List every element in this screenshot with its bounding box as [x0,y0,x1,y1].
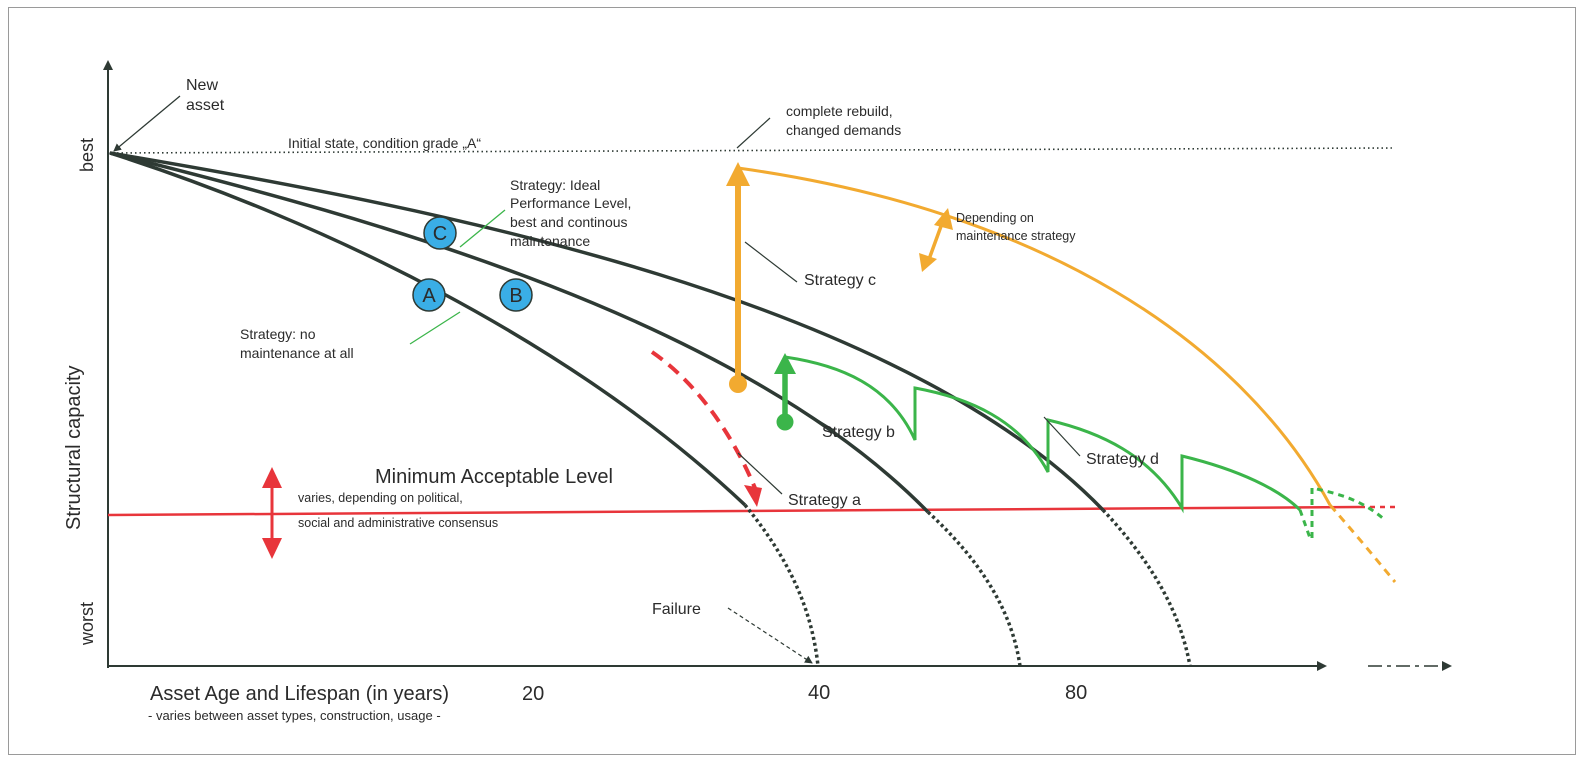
y-axis-worst-label: worst [77,602,97,646]
new-asset-pointer [113,95,181,152]
strategy-none-label: Strategy: no [240,326,316,342]
depending-label: Depending on [956,211,1034,225]
x-tick-80: 80 [1065,682,1087,704]
rebuild-pointer [736,117,771,149]
curve-b-failure [926,510,1022,667]
min-level-sublabel-2: social and administrative consensus [298,516,498,530]
strategy-ideal-label: Strategy: Ideal [510,177,600,193]
strategy-d-label: Strategy d [1086,451,1159,468]
svg-text:C: C [433,223,447,245]
strategy-none-pointer [409,311,461,345]
x-tick-20: 20 [522,683,544,705]
strategy-a-pointer [737,452,783,495]
depending-label-2: maintenance strategy [956,229,1076,243]
strategy-d-curve [784,355,1302,514]
failure-label: Failure [652,601,701,618]
failure-pointer [727,607,813,664]
curve-b [109,151,930,514]
strategy-d-repair-arrow [774,353,796,431]
curve-c-failure [1101,508,1192,667]
strategy-b-pointer [797,407,835,431]
strategy-ideal-label-4: maintenance [510,233,590,249]
strategy-ideal-label-2: Performance Level, [510,195,631,211]
curve-c [109,151,1105,512]
svg-text:B: B [509,285,522,307]
min-level-label: Minimum Acceptable Level [375,466,613,488]
x-axis-sublabel: - varies between asset types, constructi… [148,708,441,723]
marker-a: A [412,278,446,312]
strategy-c-rebuild-arrow [726,162,750,393]
svg-text:A: A [422,285,436,307]
strategy-ideal-pointer [459,209,506,248]
strategy-c-curve-end [1328,504,1397,583]
strategy-c-label: Strategy c [804,272,876,289]
depending-range-arrow [919,208,953,272]
minimum-level-line [107,505,1361,517]
strategy-d-pointer [1043,416,1081,457]
strategy-c-curve [737,166,1332,506]
minimum-level-range-arrow [262,467,282,559]
strategy-a-label: Strategy a [788,492,861,509]
strategy-b-label: Strategy b [822,424,895,441]
rebuild-label-2: changed demands [786,122,901,138]
strategy-none-label-2: maintenance at all [240,345,354,361]
new-asset-label: New [186,77,218,94]
strategy-a-arrowhead [744,485,762,507]
strategy-ideal-label-3: best and continous [510,214,628,230]
min-level-sublabel: varies, depending on political, [298,491,463,505]
rebuild-label: complete rebuild, [786,103,893,119]
x-axis-label: Asset Age and Lifespan (in years) [150,683,449,705]
y-axis-best-label: best [77,138,97,172]
new-asset-label-2: asset [186,97,225,114]
strategy-a-curve [650,350,757,489]
strategy-c-pointer [744,241,798,283]
strategy-d-curve-end [1298,486,1386,539]
marker-c: C [423,216,457,250]
initial-state-label: Initial state, condition grade „A“ [288,135,481,151]
x-tick-40: 40 [808,682,830,704]
marker-b: B [499,278,533,312]
y-axis-label: Structural capacity [63,365,85,530]
figure-frame [8,7,1576,755]
curve-a-failure [743,503,820,667]
